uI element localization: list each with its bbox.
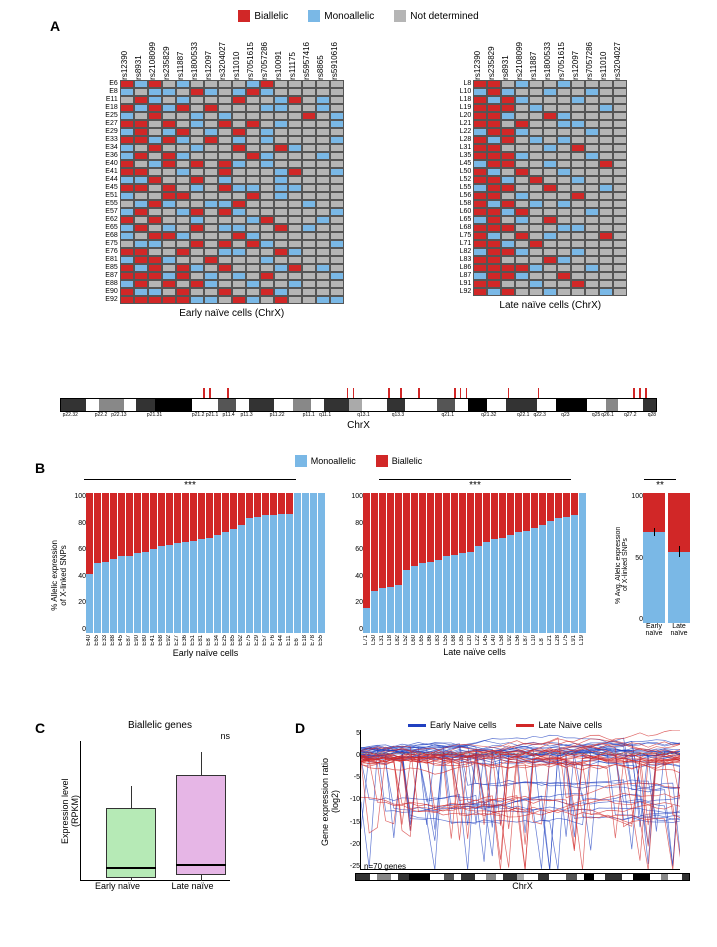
legend-item: Biallelic [238,10,288,22]
avg-bars: ** % Avg. Allelic expression of X-linked… [615,480,705,637]
panel-c-label: C [35,720,45,736]
boxplot: Biallelic genes ns Expression level (RPK… [60,720,260,891]
stacked-bars-late: *** 100806040200 L71L50L31L18L82L52L60L6… [345,480,605,657]
legend-item: Monoallelic [308,10,374,22]
legend-item: Biallelic [376,455,423,467]
heatmap-early: rs12390rs8931rs2108099rs235829rs11887rs1… [90,40,344,319]
panel-d-label: D [295,720,305,736]
panel-d-legend: Early Naive cells Late Naive cells [320,720,690,730]
stacked-bars-early: *** % Allelic expression of X-linked SNP… [50,480,330,658]
ideogram-title: ChrX [60,420,657,431]
panel-a-legend: Biallelic Monoallelic Not determined [0,10,717,22]
chrx-ideogram: p22.32p22.2p22.13p21.31p21.2p21.1p11.4p1… [0,378,717,431]
legend-item: Monoallelic [295,455,356,467]
line-plot: Early Naive cellsLate Naive cells Gene e… [320,720,690,891]
heatmap-late: rs12390rs235829rs8931rs2108099rs11887rs1… [443,40,627,319]
panel-b-legend: Monoallelic Biallelic [0,455,717,467]
legend-item: Early Naive cells [408,720,497,730]
legend-item: Not determined [394,10,478,22]
legend-item: Late Naive cells [516,720,602,730]
